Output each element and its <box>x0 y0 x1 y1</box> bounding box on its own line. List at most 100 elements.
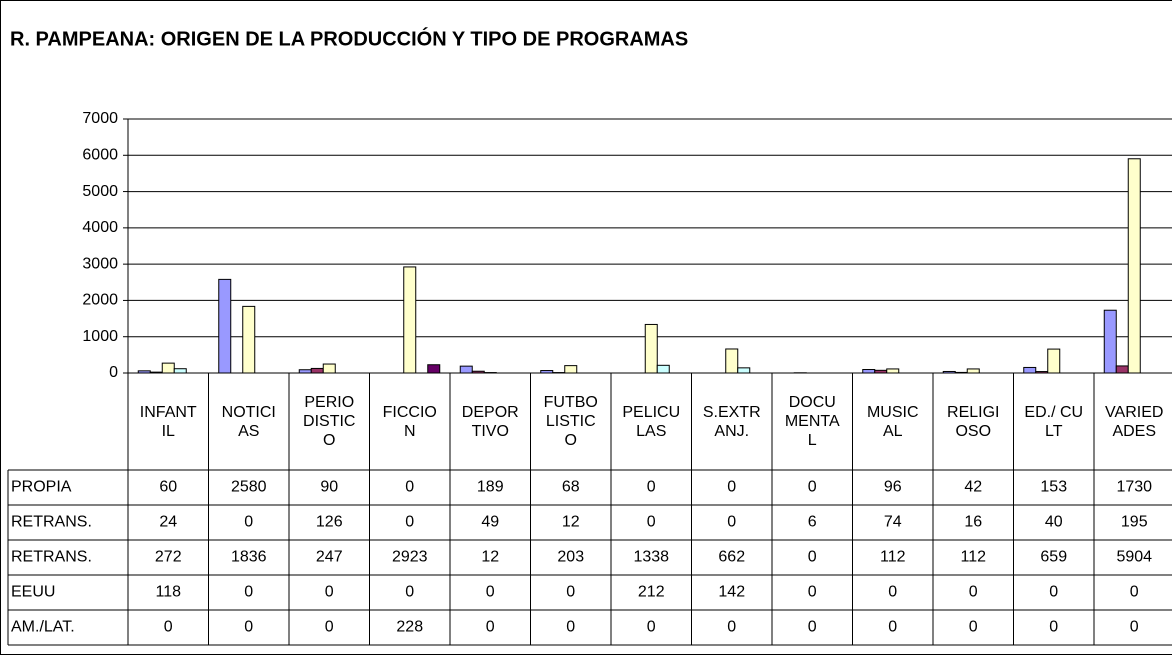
table-value: 49 <box>481 514 499 531</box>
table-value: 12 <box>562 514 580 531</box>
bar <box>242 305 256 374</box>
table-value: 0 <box>808 619 817 636</box>
row-label: EEUU <box>11 584 55 601</box>
table-value: 126 <box>316 514 343 531</box>
bar <box>656 364 670 374</box>
category-text: INFANTIL <box>139 403 197 440</box>
row-label: PROPIA <box>11 479 72 496</box>
table-value: 1730 <box>1116 479 1152 496</box>
table-value: 1338 <box>633 549 669 566</box>
table-value: 0 <box>486 619 495 636</box>
x-tick-label: FICCION <box>370 373 451 470</box>
table-value: 96 <box>884 479 902 496</box>
table-value: 0 <box>1130 584 1139 601</box>
table-value: 0 <box>566 619 575 636</box>
table-value: 2580 <box>231 479 267 496</box>
bar <box>322 363 336 374</box>
table-value: 0 <box>647 479 656 496</box>
table-value: 42 <box>964 479 982 496</box>
table-value: 203 <box>557 549 584 566</box>
table-value: 0 <box>727 479 736 496</box>
table-value: 90 <box>320 479 338 496</box>
row-label: RETRANS. <box>11 549 92 566</box>
table-value: 212 <box>638 584 665 601</box>
table-value: 68 <box>562 479 580 496</box>
y-tick-label: 7000 <box>82 110 118 127</box>
bar <box>1115 365 1129 374</box>
category-text: DOCUMENTAL <box>784 394 840 449</box>
table-value: 189 <box>477 479 504 496</box>
table-value: 6 <box>808 514 817 531</box>
bar <box>459 365 473 374</box>
table-value: 195 <box>1121 514 1148 531</box>
table-value: 662 <box>718 549 745 566</box>
table-value: 12 <box>481 549 499 566</box>
x-tick-label: ED./ CULT <box>1014 373 1095 470</box>
y-tick-label: 4000 <box>82 219 118 236</box>
table-value: 0 <box>888 619 897 636</box>
table-value: 0 <box>808 584 817 601</box>
table-value: 1836 <box>231 549 267 566</box>
category-text: PERIODISTICO <box>303 394 356 449</box>
x-tick-label: FUTBOLISTICO <box>531 373 612 470</box>
table-value: 0 <box>808 479 817 496</box>
category-text: NOTICIAS <box>221 403 276 440</box>
table-value: 153 <box>1040 479 1067 496</box>
table-value: 5904 <box>1116 549 1152 566</box>
x-tick-label: INFANTIL <box>128 373 209 470</box>
row-label: RETRANS. <box>11 514 92 531</box>
table-value: 247 <box>316 549 343 566</box>
table-value: 0 <box>244 619 253 636</box>
table-value: 0 <box>1049 619 1058 636</box>
table-value: 0 <box>566 584 575 601</box>
table-value: 0 <box>325 584 334 601</box>
table-value: 0 <box>405 514 414 531</box>
y-tick-label: 0 <box>109 364 118 381</box>
category-text: RELIGIOSO <box>947 403 1000 440</box>
y-tick-label: 5000 <box>82 183 118 200</box>
x-tick-label: VARIEDADES <box>1094 373 1172 470</box>
table-value: 272 <box>155 549 182 566</box>
table-value: 0 <box>244 514 253 531</box>
x-tick-label: MUSICAL <box>853 373 934 470</box>
table-value: 142 <box>718 584 745 601</box>
table-value: 228 <box>396 619 423 636</box>
category-text: ED./ CULT <box>1024 403 1084 440</box>
y-tick-label: 6000 <box>82 147 118 164</box>
row-label: AM./LAT. <box>11 619 75 636</box>
table-value: 24 <box>159 514 177 531</box>
table-value: 40 <box>1045 514 1063 531</box>
table-value: 118 <box>155 584 181 601</box>
x-tick-label: NOTICIAS <box>209 373 290 470</box>
table-value: 0 <box>164 619 173 636</box>
table-value: 0 <box>888 584 897 601</box>
table-value: 0 <box>727 514 736 531</box>
table-value: 0 <box>486 584 495 601</box>
table-value: 659 <box>1040 549 1067 566</box>
x-tick-label: DOCUMENTAL <box>772 373 853 470</box>
category-text: DEPORTIVO <box>461 403 519 440</box>
category-text: FICCION <box>382 403 437 440</box>
bar <box>564 365 578 374</box>
x-tick-label: DEPORTIVO <box>450 373 531 470</box>
table-value: 16 <box>964 514 982 531</box>
table-value: 0 <box>727 619 736 636</box>
bar <box>644 323 658 374</box>
bar <box>218 278 232 374</box>
table-value: 0 <box>969 584 978 601</box>
bar <box>1047 348 1061 374</box>
table-value: 0 <box>405 584 414 601</box>
table-value: 74 <box>884 514 902 531</box>
table-value: 0 <box>405 479 414 496</box>
x-tick-label: S.EXTRANJ. <box>692 373 773 470</box>
table-value: 0 <box>325 619 334 636</box>
category-text: PELICULAS <box>622 403 681 440</box>
bar <box>725 348 739 374</box>
bar <box>1127 158 1141 374</box>
x-tick-label: PERIODISTICO <box>289 373 370 470</box>
table-value: 0 <box>647 619 656 636</box>
x-tick-label: PELICULAS <box>611 373 692 470</box>
